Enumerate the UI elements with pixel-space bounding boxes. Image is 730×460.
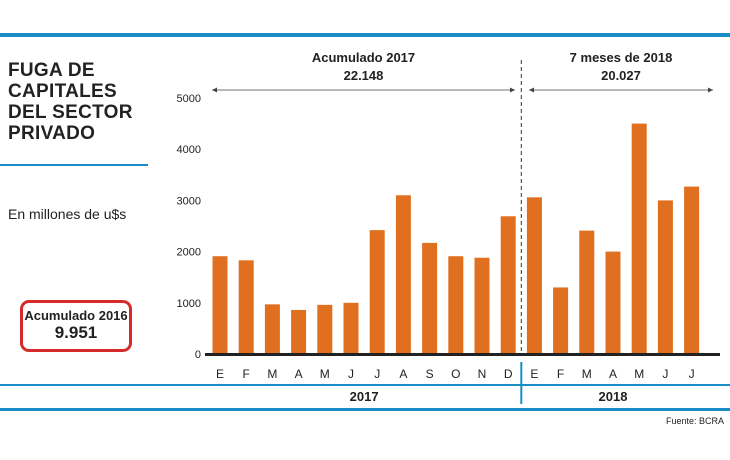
bar	[238, 260, 254, 354]
year-label: 2017	[350, 389, 379, 404]
annotation-value: 20.027	[601, 68, 641, 83]
bar	[422, 242, 438, 354]
x-tick-label: M	[582, 367, 592, 381]
y-tick-label: 4000	[177, 144, 201, 156]
bar	[500, 216, 516, 354]
bottom-rule	[0, 408, 730, 411]
bar	[291, 309, 307, 354]
bar	[448, 256, 464, 354]
x-tick-label: J	[662, 367, 668, 381]
source-note: Fuente: BCRA	[665, 416, 724, 426]
x-axis	[205, 353, 720, 356]
x-tick-label: N	[478, 367, 487, 381]
bar	[605, 251, 621, 354]
callout-label: Acumulado 2016	[24, 308, 128, 323]
bar	[343, 302, 359, 354]
annotation-label: Acumulado 2017	[312, 50, 415, 65]
top-rule	[0, 33, 730, 37]
x-tick-label: J	[689, 367, 695, 381]
callout-value: 9.951	[54, 323, 98, 342]
bar	[317, 304, 333, 354]
bar	[631, 123, 647, 354]
x-tick-label: J	[374, 367, 380, 381]
callout-box: Acumulado 2016 9.951	[20, 300, 132, 352]
y-tick-label: 1000	[177, 298, 201, 310]
year-divider	[520, 362, 523, 404]
y-tick-label: 2000	[177, 247, 201, 259]
bar	[579, 230, 595, 354]
y-tick-label: 0	[195, 349, 201, 361]
annotation-label: 7 meses de 2018	[570, 50, 673, 65]
bar	[369, 230, 385, 354]
bar	[395, 195, 411, 354]
x-tick-label: A	[609, 367, 617, 381]
x-tick-label: E	[530, 367, 538, 381]
title-line: FUGA DE	[8, 60, 95, 81]
x-tick-label: F	[557, 367, 564, 381]
title-line: CAPITALES	[8, 81, 117, 102]
bar	[474, 257, 490, 354]
bar	[212, 256, 228, 354]
x-tick-label: J	[348, 367, 354, 381]
x-tick-label: M	[634, 367, 644, 381]
x-tick-label: F	[243, 367, 250, 381]
x-tick-label: D	[504, 367, 513, 381]
chart-title: FUGA DE CAPITALES DEL SECTOR PRIVADO	[8, 60, 133, 144]
x-tick-label: E	[216, 367, 224, 381]
title-line: PRIVADO	[8, 123, 96, 144]
y-tick-label: 3000	[177, 195, 201, 207]
x-tick-label: A	[399, 367, 407, 381]
year-label: 2018	[599, 389, 628, 404]
bar	[684, 186, 700, 354]
title-rule	[0, 164, 148, 166]
title-line: DEL SECTOR	[8, 102, 133, 123]
x-tick-label: M	[267, 367, 277, 381]
bar	[657, 200, 673, 354]
month-rule	[0, 384, 730, 386]
bar	[264, 304, 280, 354]
bar	[553, 287, 569, 354]
units-label: En millones de u$s	[8, 206, 127, 222]
x-tick-label: A	[295, 367, 303, 381]
bar	[526, 197, 542, 354]
x-tick-label: M	[320, 367, 330, 381]
x-tick-label: S	[426, 367, 434, 381]
y-tick-label: 5000	[177, 93, 201, 105]
x-tick-label: O	[451, 367, 460, 381]
annotation-value: 22.148	[344, 68, 384, 83]
